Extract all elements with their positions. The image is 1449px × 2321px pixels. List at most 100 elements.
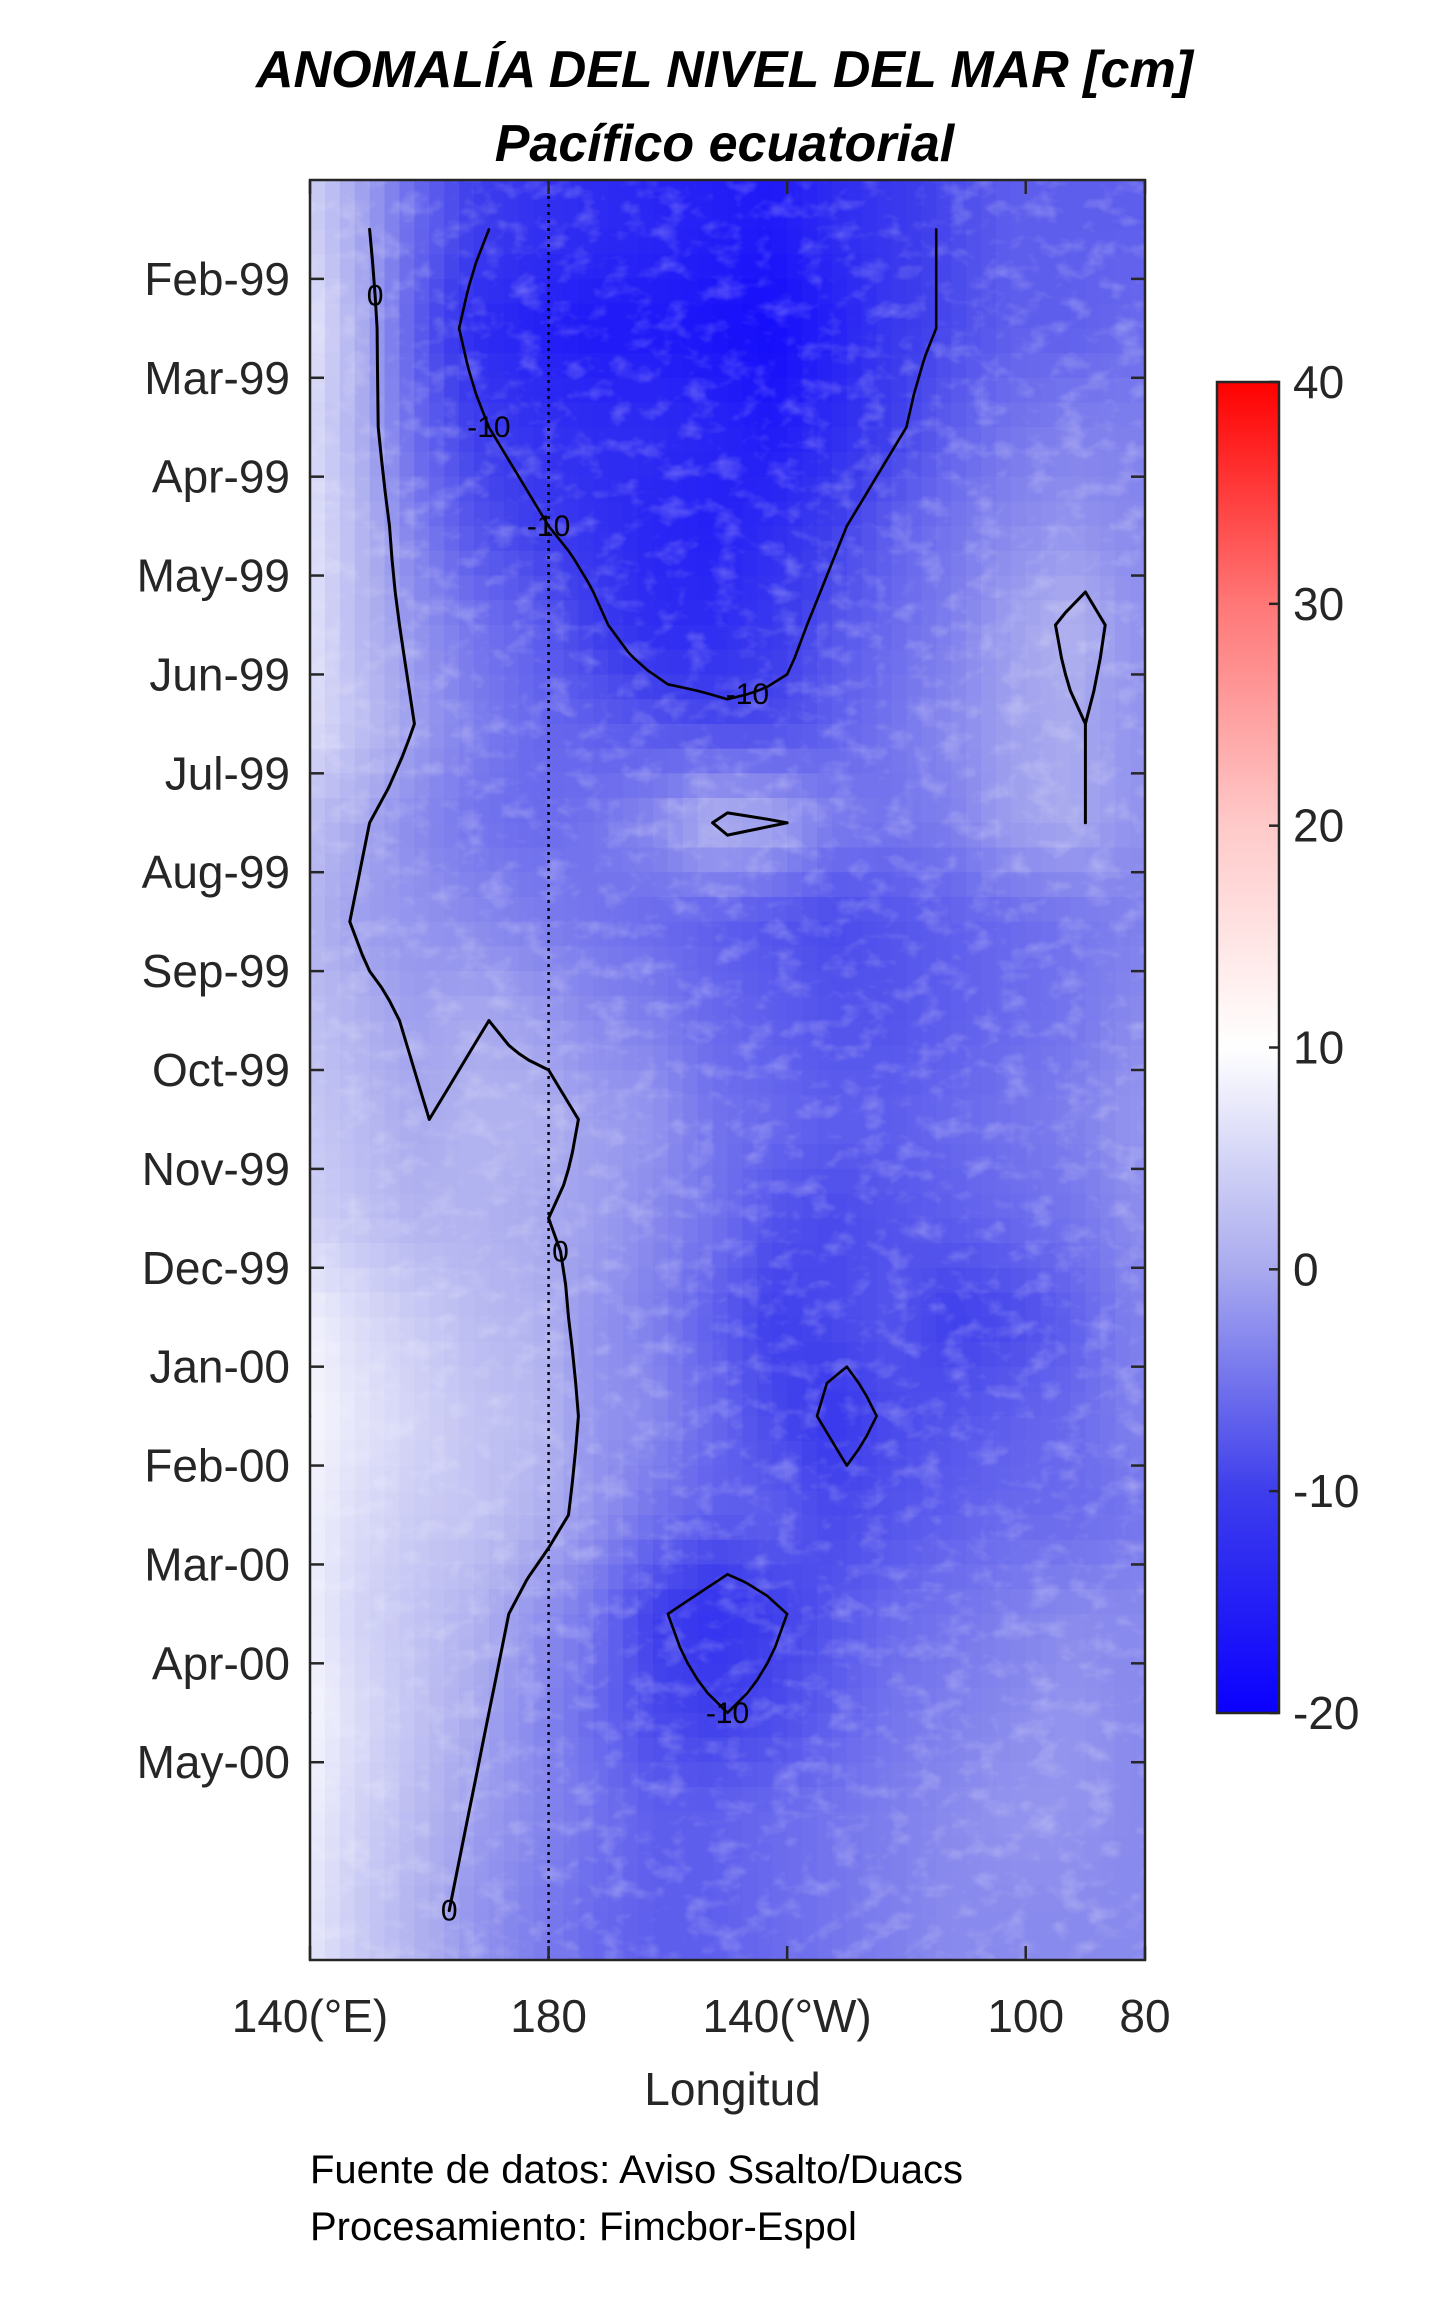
data-source-note: Fuente de datos: Aviso Ssalto/Duacs xyxy=(310,2148,963,2192)
heatmap-cell xyxy=(310,1688,311,1714)
heatmap-cell xyxy=(1175,1441,1191,1467)
heatmap-cell xyxy=(310,995,311,1022)
heatmap-cell xyxy=(310,427,311,453)
heatmap-cell xyxy=(310,1416,311,1442)
heatmap-cell xyxy=(1175,724,1191,750)
contour-label: -10 xyxy=(706,1697,749,1730)
heatmap-cell xyxy=(235,1218,251,1244)
heatmap-cell xyxy=(265,1713,281,1739)
heatmap-cell xyxy=(1145,1021,1161,1047)
heatmap-cell xyxy=(250,1861,266,1887)
heatmap-cell xyxy=(1160,823,1176,849)
heatmap-cell xyxy=(1160,971,1176,997)
heatmap-cell xyxy=(1160,1935,1176,1961)
heatmap-cell xyxy=(1160,1342,1176,1368)
heatmap-cell xyxy=(1145,749,1161,775)
heatmap-cell xyxy=(280,1886,296,1912)
heatmap-cell xyxy=(1175,996,1191,1022)
heatmap-cell xyxy=(310,625,311,651)
heatmap-cell xyxy=(310,1366,311,1393)
heatmap-cell xyxy=(235,823,251,849)
heatmap-cell xyxy=(1175,1886,1191,1912)
heatmap-cell xyxy=(1160,946,1176,972)
heatmap-cell xyxy=(265,304,281,330)
heatmap-cell xyxy=(310,1589,311,1615)
heatmap-cell xyxy=(310,798,311,824)
heatmap-cell xyxy=(235,501,251,527)
heatmap-cell xyxy=(310,1762,311,1788)
heatmap-cell xyxy=(1160,650,1176,676)
heatmap-cell xyxy=(1160,1243,1176,1269)
heatmap-cell xyxy=(1175,749,1191,775)
heatmap-cell xyxy=(1175,1935,1191,1961)
heatmap-cell xyxy=(1160,1119,1176,1145)
heatmap-cell xyxy=(1160,1070,1176,1096)
x-tick-label: 140(°E) xyxy=(232,1990,388,2042)
heatmap-cell xyxy=(280,1688,296,1714)
heatmap-cell xyxy=(310,1341,311,1368)
heatmap-cell xyxy=(1145,1515,1161,1541)
heatmap-cell xyxy=(265,1391,281,1417)
heatmap-cell xyxy=(1175,452,1191,478)
heatmap-cell xyxy=(280,205,296,231)
x-axis-label: Longitud xyxy=(644,2063,821,2115)
heatmap-cell xyxy=(250,1812,266,1838)
heatmap-cell xyxy=(1175,674,1191,700)
heatmap-cell xyxy=(310,1663,311,1689)
heatmap-cell xyxy=(310,1391,311,1417)
heatmap-cell xyxy=(235,1688,251,1714)
heatmap-cell xyxy=(310,204,311,231)
heatmap-cell xyxy=(250,996,266,1022)
heatmap-cell xyxy=(310,550,311,577)
heatmap-cell xyxy=(235,526,251,552)
heatmap-cell xyxy=(280,798,296,824)
heatmap-cell xyxy=(310,377,311,404)
heatmap-cell xyxy=(250,699,266,725)
heatmap-cell xyxy=(1145,526,1161,552)
heatmap-cell xyxy=(235,403,251,429)
heatmap-cell xyxy=(250,328,266,354)
heatmap-cell xyxy=(310,1712,311,1739)
heatmap-cell xyxy=(310,1638,311,1665)
heatmap-cell xyxy=(310,1885,311,1912)
heatmap-cell xyxy=(265,1836,281,1862)
colorbar-tick-label: 40 xyxy=(1293,356,1344,408)
heatmap-cell xyxy=(310,600,311,626)
heatmap-cell xyxy=(310,451,311,478)
heatmap-cell xyxy=(310,748,311,775)
heatmap-cell xyxy=(1160,1663,1176,1689)
heatmap-cell xyxy=(1145,1688,1161,1714)
heatmap-cell xyxy=(235,1614,251,1640)
heatmap-cell xyxy=(265,1218,281,1244)
heatmap-cell xyxy=(1175,501,1191,527)
heatmap-cell xyxy=(1160,229,1176,255)
colorbar-tick-label: 0 xyxy=(1293,1243,1319,1295)
heatmap-cell xyxy=(1145,1441,1161,1467)
heatmap-cell xyxy=(1175,1490,1191,1516)
heatmap-cell xyxy=(235,1416,251,1442)
y-tick-label: Mar-00 xyxy=(144,1538,290,1590)
heatmap-cell xyxy=(1160,452,1176,478)
heatmap-cell xyxy=(235,1194,251,1220)
heatmap-cell xyxy=(1145,1490,1161,1516)
heatmap-cell xyxy=(235,427,251,453)
heatmap-cell xyxy=(1175,1861,1191,1887)
heatmap-cell xyxy=(250,229,266,255)
heatmap-cell xyxy=(280,1218,296,1244)
heatmap-cell xyxy=(250,403,266,429)
heatmap-cell xyxy=(310,1144,311,1170)
heatmap-cell xyxy=(310,1020,311,1047)
heatmap-cell xyxy=(1145,1144,1161,1170)
heatmap-cell xyxy=(280,600,296,626)
heatmap-cell xyxy=(1160,279,1176,305)
heatmap-cell xyxy=(1160,328,1176,354)
heatmap-cell xyxy=(1175,1194,1191,1220)
heatmap-cell xyxy=(265,724,281,750)
heatmap-cell xyxy=(310,822,311,849)
heatmap-cell xyxy=(1145,551,1161,577)
heatmap-cell xyxy=(1145,1416,1161,1442)
heatmap-cell xyxy=(280,1911,296,1937)
heatmap-cell xyxy=(310,1564,311,1590)
heatmap-cell xyxy=(1145,1564,1161,1590)
heatmap-cell xyxy=(1175,1293,1191,1319)
